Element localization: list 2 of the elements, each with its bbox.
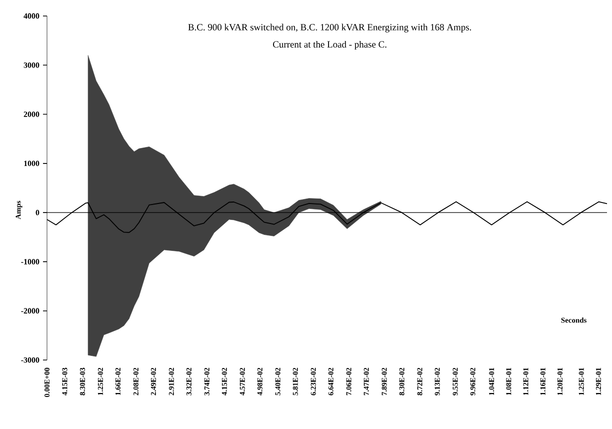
text: B.C. 900 kVAR switched on, B.C. 1200 kVAR Energizing with 168 Amps. <box>188 24 472 32</box>
text: Current at the Load - phase C. <box>273 40 386 50</box>
